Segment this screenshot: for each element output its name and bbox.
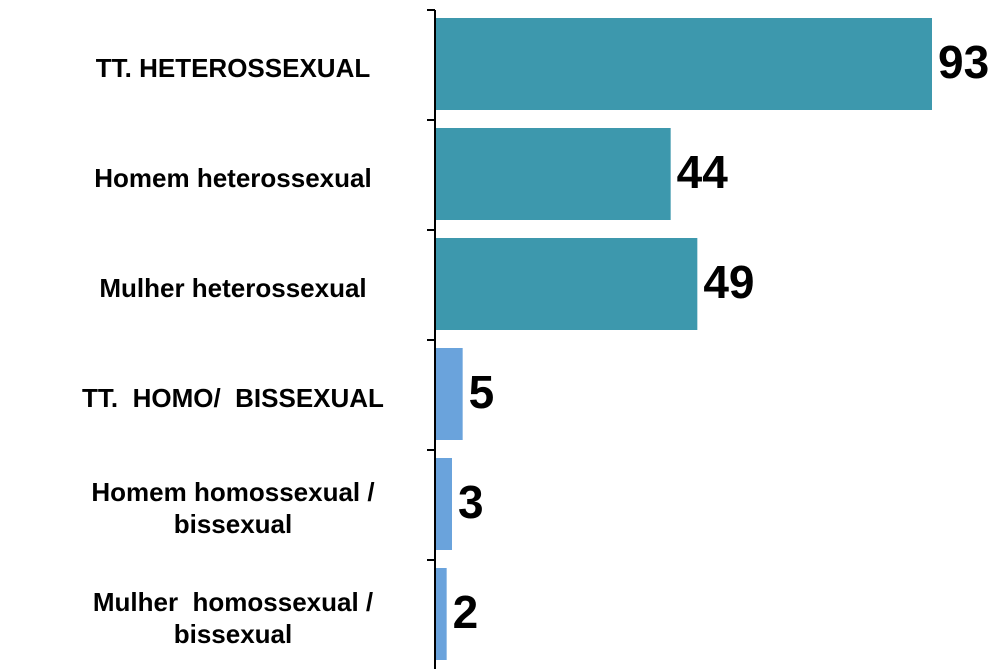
axis-ticks — [427, 9, 435, 561]
category-label: Mulher homossexual / bissexual — [92, 587, 381, 649]
category-label: Homem homossexual / bissexual — [91, 477, 382, 539]
category-label: Homem heterossexual — [94, 163, 372, 193]
value-label: 93 — [938, 36, 989, 88]
category-label: TT. HETEROSSEXUAL — [95, 53, 371, 83]
value-label: 3 — [458, 476, 484, 528]
value-label: 44 — [677, 146, 729, 198]
category-label: Mulher heterossexual — [99, 273, 367, 303]
value-label: 49 — [703, 256, 754, 308]
bar — [436, 458, 452, 550]
bar — [436, 18, 932, 110]
bar — [436, 238, 698, 330]
bar — [436, 348, 463, 440]
bar — [436, 568, 447, 660]
value-label: 2 — [453, 586, 479, 638]
value-label: 5 — [469, 366, 495, 418]
bar — [436, 128, 671, 220]
category-label: TT. HOMO/ BISSEXUAL — [82, 383, 384, 413]
